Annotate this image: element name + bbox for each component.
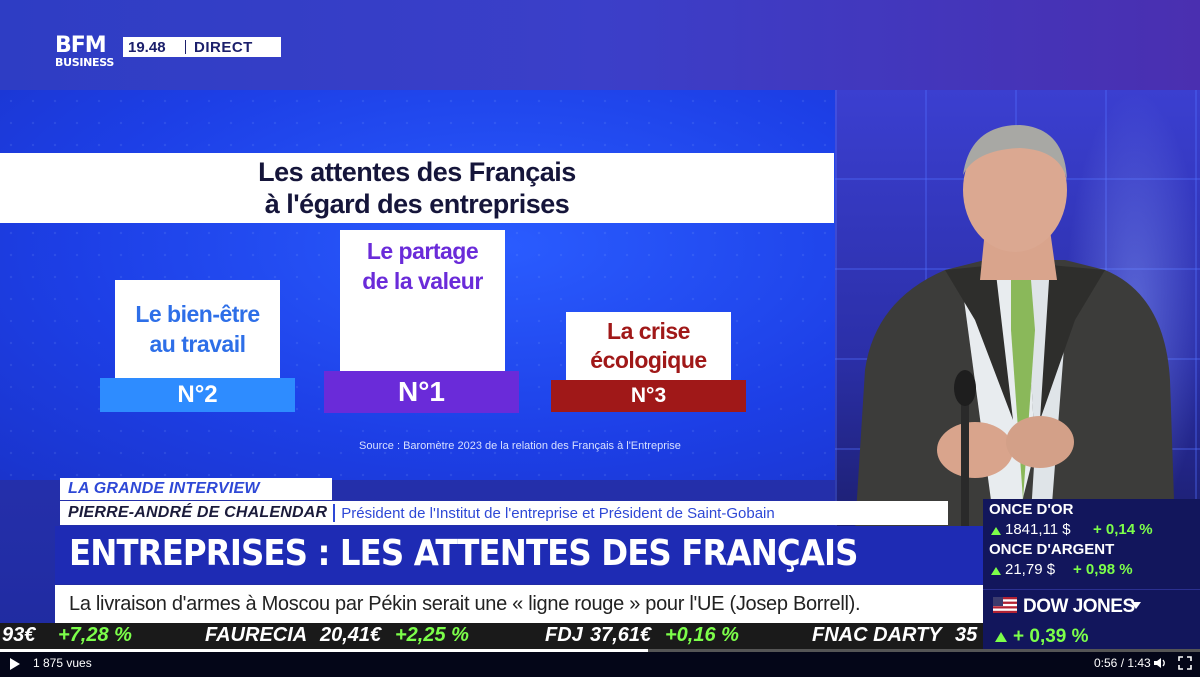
- playback-time: 0:56 / 1:43: [1094, 656, 1151, 670]
- stock-item: 37,61€: [590, 624, 652, 646]
- stock-item: +7,28 %: [58, 624, 132, 646]
- logo-top: BFM: [55, 33, 107, 58]
- fullscreen-icon[interactable]: [1178, 656, 1192, 670]
- card-label-line-1: Le bien-être: [135, 301, 260, 327]
- silver-value: 21,79 $: [1005, 561, 1056, 578]
- silver-change: + 0,98 %: [1073, 561, 1133, 578]
- rank-plinth-center: N°1: [324, 371, 519, 413]
- card-label-line-2: de la valeur: [362, 268, 483, 294]
- volume-icon[interactable]: [1153, 656, 1167, 670]
- clock-time: 19.48: [128, 38, 166, 56]
- stock-item: 93€: [2, 624, 36, 646]
- us-flag-icon: [993, 597, 1017, 613]
- stock-ticker: 93€ +7,28 % FAURECIA 20,41€ +2,25 % FDJ …: [0, 623, 983, 649]
- infographic-title: Les attentes des Français à l'égard des …: [0, 153, 834, 223]
- play-icon[interactable]: [10, 658, 20, 670]
- title-line-1: Les attentes des Français: [258, 157, 576, 187]
- player-controls: 1 875 vues 0:56 / 1:43: [0, 649, 1200, 677]
- stock-item: +2,25 %: [395, 624, 469, 646]
- stock-item: FAURECIA: [205, 624, 308, 646]
- ticker-text: La livraison d'armes à Moscou par Pékin …: [69, 593, 861, 615]
- rank-card-left: Le bien-être au travail: [115, 280, 280, 378]
- card-label-line-1: La crise: [607, 318, 690, 344]
- index-panel: DOW JONES + 0,39 %: [983, 589, 1200, 651]
- rank-card-right: La crise écologique: [566, 312, 731, 380]
- progress-bar[interactable]: [0, 649, 1200, 652]
- news-ticker: La livraison d'armes à Moscou par Pékin …: [55, 585, 983, 623]
- title-line-2: à l'égard des entreprises: [264, 189, 570, 219]
- rank-plinth-right: N°3: [551, 380, 746, 412]
- gold-label: ONCE D'OR: [989, 501, 1074, 518]
- silver-label: ONCE D'ARGENT: [989, 541, 1115, 558]
- stock-item: FDJ: [545, 624, 583, 646]
- stock-item: FNAC DARTY: [812, 624, 942, 646]
- segment-text: LA GRANDE INTERVIEW: [68, 480, 260, 497]
- live-label: DIRECT: [194, 38, 253, 56]
- card-label-line-2: au travail: [149, 331, 247, 357]
- card-label-line-2: écologique: [590, 347, 707, 373]
- dropdown-icon: [1131, 602, 1141, 609]
- clock-badge: 19.48 DIRECT: [123, 37, 281, 57]
- guest-role: Président de l'Institut de l'entreprise …: [341, 504, 775, 522]
- index-change: + 0,39 %: [1013, 626, 1089, 647]
- headline-banner: ENTREPRISES : LES ATTENTES DES FRANÇAIS: [55, 526, 983, 584]
- logo-bottom: BUSINESS: [55, 56, 115, 69]
- guest-strap: PIERRE-ANDRÉ DE CHALENDAR Président de l…: [60, 501, 948, 525]
- guest-name: PIERRE-ANDRÉ DE CHALENDAR: [68, 504, 328, 521]
- index-up-arrow-icon: [995, 632, 1007, 642]
- rank-card-center: Le partage de la valeur: [340, 230, 505, 371]
- source-note: Source : Baromètre 2023 de la relation d…: [359, 440, 681, 452]
- guest-image: [855, 125, 1175, 530]
- market-panel: ONCE D'OR 1841,11 $ + 0,14 % ONCE D'ARGE…: [983, 499, 1200, 589]
- infographic: Les attentes des Français à l'égard des …: [0, 90, 835, 480]
- index-label: DOW JONES: [1023, 596, 1135, 617]
- card-label-line-1: Le partage: [366, 238, 479, 264]
- stock-item: 20,41€: [320, 624, 382, 646]
- gold-up-arrow-icon: [991, 527, 1001, 535]
- rank-plinth-left: N°2: [100, 378, 295, 412]
- gold-change: + 0,14 %: [1093, 521, 1153, 538]
- segment-label: LA GRANDE INTERVIEW: [60, 478, 332, 500]
- headline-text: ENTREPRISES : LES ATTENTES DES FRANÇAIS: [69, 533, 858, 574]
- view-count: 1 875 vues: [33, 656, 92, 670]
- stock-item: 35: [955, 624, 978, 646]
- channel-logo: BFM BUSINESS: [55, 33, 117, 74]
- stock-item: +0,16 %: [665, 624, 739, 646]
- silver-up-arrow-icon: [991, 567, 1001, 575]
- gold-value: 1841,11 $: [1005, 521, 1071, 538]
